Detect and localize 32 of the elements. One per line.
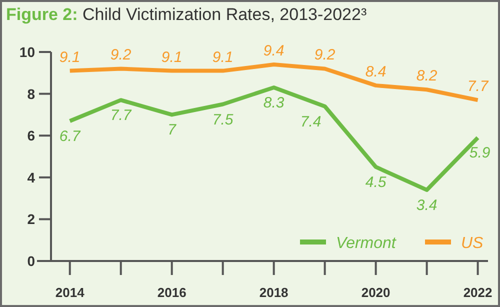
data-label: 9.1 xyxy=(59,48,80,66)
data-label: 8.4 xyxy=(365,63,386,80)
data-label: 3.4 xyxy=(416,196,438,214)
data-label: 7.7 xyxy=(467,78,489,96)
y-tick-label: 4 xyxy=(27,169,36,186)
y-tick-label: 10 xyxy=(19,44,36,60)
x-tick-label: 2016 xyxy=(157,285,186,300)
data-label: 9.1 xyxy=(212,48,234,66)
data-label: 9.2 xyxy=(110,46,132,64)
legend-label: US xyxy=(461,235,484,252)
data-label: 4.5 xyxy=(365,174,387,191)
data-label: 7.7 xyxy=(110,107,132,124)
data-label: 5.9 xyxy=(469,144,491,162)
data-label: 9.4 xyxy=(263,42,284,60)
y-tick-label: 2 xyxy=(27,211,36,228)
data-label: 8.3 xyxy=(263,94,285,112)
legend-label: Vermont xyxy=(336,235,396,252)
data-label: 9.2 xyxy=(314,46,336,64)
x-tick-label: 2014 xyxy=(55,285,86,300)
data-label: 7.4 xyxy=(300,113,322,130)
x-tick-label: 2022 xyxy=(463,285,492,300)
y-tick-label: 8 xyxy=(27,86,36,102)
x-tick-label: 2018 xyxy=(259,285,288,300)
data-label: 6.7 xyxy=(59,128,81,145)
x-tick-label: 2020 xyxy=(361,285,390,300)
data-label: 7.5 xyxy=(212,111,234,128)
y-tick-label: 0 xyxy=(27,253,36,269)
data-label: 9.1 xyxy=(161,48,182,66)
data-label: 7 xyxy=(168,122,177,139)
y-tick-label: 6 xyxy=(27,128,36,144)
chart-title: Figure 2: Child Victimization Rates, 2013-2022³ xyxy=(6,5,367,24)
data-label: 8.2 xyxy=(416,68,438,85)
